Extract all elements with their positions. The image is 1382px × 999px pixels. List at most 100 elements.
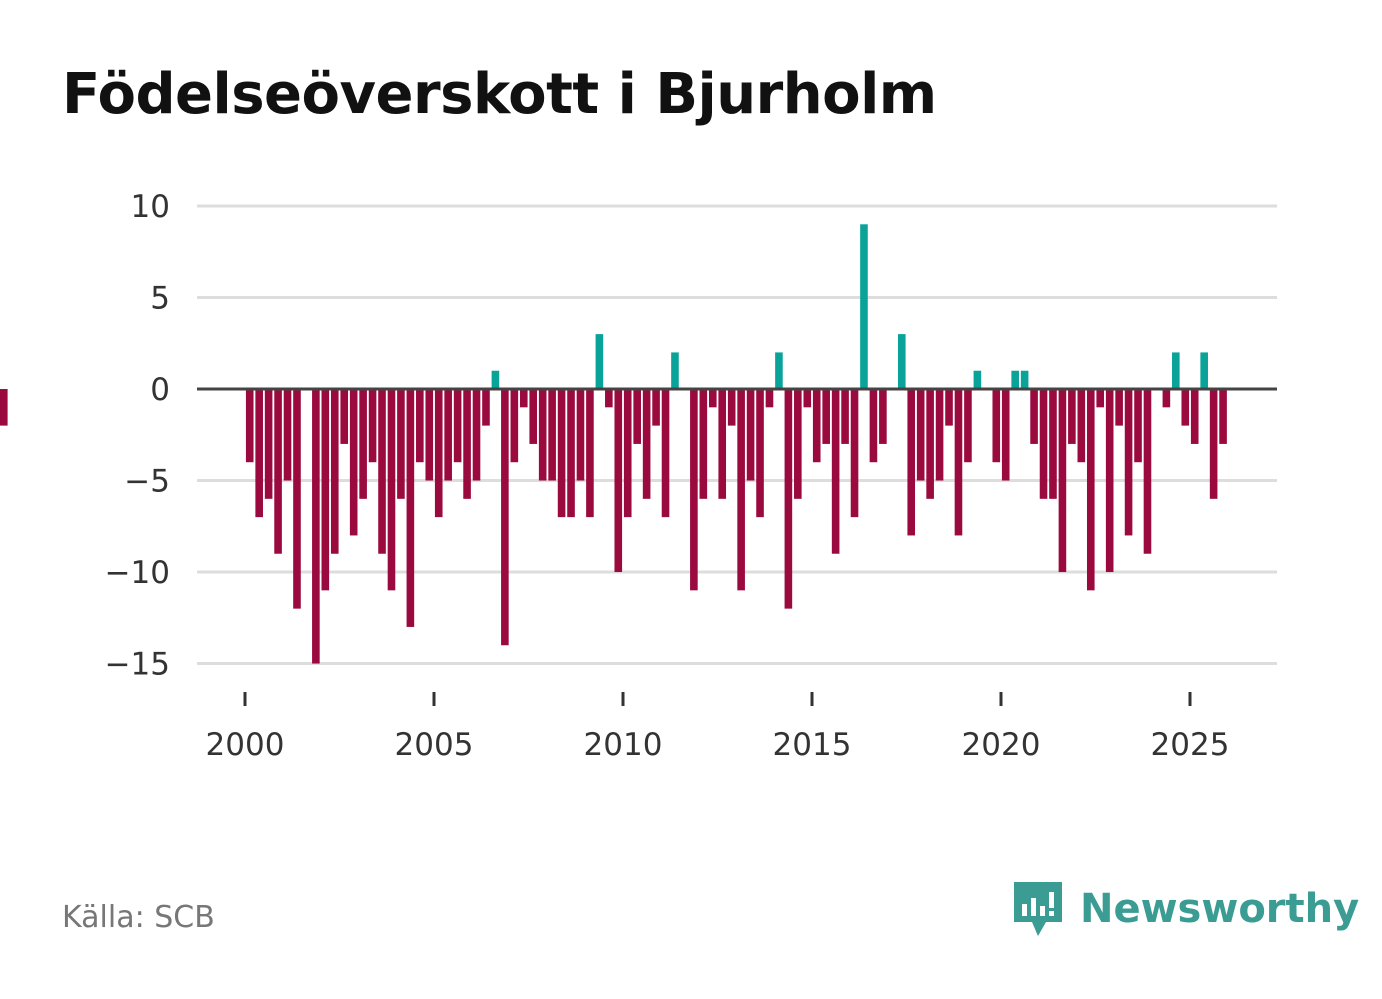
bar [869, 389, 878, 463]
bar [1209, 389, 1218, 499]
bar [453, 389, 462, 463]
bar [321, 389, 330, 591]
bar [340, 389, 349, 444]
bar [548, 389, 556, 481]
bar [283, 389, 292, 481]
bar [897, 334, 906, 390]
bar [349, 389, 358, 536]
bar [803, 389, 812, 408]
bar [746, 389, 755, 481]
bar [775, 352, 783, 390]
bar [727, 389, 736, 426]
y-tick-label: 5 [150, 281, 170, 317]
bar [482, 389, 490, 426]
y-tick-label: −5 [124, 464, 170, 500]
brand-logo: Newsworthy [1010, 878, 1359, 940]
bar [879, 389, 887, 444]
bar [623, 389, 632, 518]
bar [1001, 389, 1010, 481]
bar [737, 389, 745, 591]
bar [359, 389, 367, 499]
bar [926, 389, 934, 499]
bar [1011, 370, 1019, 390]
bar [274, 389, 282, 554]
bar [671, 352, 679, 390]
brand-name: Newsworthy [1080, 886, 1360, 932]
bar [444, 389, 452, 481]
bar [397, 389, 405, 499]
y-tick-label: 10 [131, 189, 170, 225]
bar [510, 389, 519, 463]
bar [652, 389, 660, 426]
bar [916, 389, 925, 481]
bar [472, 389, 481, 481]
bar [368, 389, 377, 463]
x-tick-label: 2020 [962, 727, 1041, 763]
x-tick-label: 2000 [206, 727, 285, 763]
bar [812, 389, 821, 463]
bar [1181, 389, 1190, 426]
tick-labels: 10 5 0 −5 −10 −15 2000 2005 2010 2015 2020 2025 [105, 189, 1230, 763]
bar [567, 389, 575, 518]
bar [538, 389, 547, 481]
bar [1105, 389, 1114, 573]
bar [586, 389, 594, 518]
bar [756, 389, 764, 518]
bar [935, 389, 944, 481]
x-tick-label: 2025 [1151, 727, 1230, 763]
bar [860, 224, 868, 390]
bar [293, 389, 301, 609]
bar [708, 389, 717, 408]
bar [255, 389, 263, 518]
bar [425, 389, 434, 481]
bar [387, 389, 396, 591]
bar [794, 389, 802, 499]
bar [633, 389, 641, 444]
y-tick-label: −15 [105, 647, 170, 683]
source-note: Källa: SCB [62, 900, 215, 935]
bar [945, 389, 953, 426]
bar [954, 389, 963, 536]
bar [264, 389, 273, 499]
bar [841, 389, 849, 444]
chart-title: Födelseöverskott i Bjurholm [62, 62, 937, 127]
bar [406, 389, 415, 627]
bar [501, 389, 509, 646]
bar [1190, 389, 1199, 444]
bar [784, 389, 793, 609]
bar [1172, 352, 1180, 390]
bar [1077, 389, 1086, 463]
bar [491, 370, 500, 390]
y-tick-label: −10 [105, 555, 170, 591]
bar [765, 389, 774, 408]
bar [1115, 389, 1123, 426]
bar [1200, 352, 1208, 390]
bar [330, 389, 339, 554]
bar [416, 389, 424, 463]
bar [1162, 389, 1171, 408]
bar [434, 389, 443, 518]
bar [312, 389, 320, 664]
bar [1096, 389, 1105, 408]
bar [519, 389, 528, 408]
bar [973, 370, 982, 390]
bar [1086, 389, 1095, 591]
bar [1143, 389, 1152, 554]
bar [661, 389, 670, 518]
bar [0, 389, 8, 426]
bar [1068, 389, 1076, 444]
y-tick-label: 0 [150, 372, 170, 408]
bar [1134, 389, 1142, 463]
bars [0, 224, 1227, 664]
bar [831, 389, 840, 554]
bar [1039, 389, 1048, 499]
x-tick-label: 2005 [395, 727, 474, 763]
bar [850, 389, 859, 518]
grid-lines [197, 204, 1277, 666]
bar [463, 389, 471, 499]
bar [378, 389, 386, 554]
bar [992, 389, 1001, 463]
bar [690, 389, 698, 591]
bar [822, 389, 830, 444]
